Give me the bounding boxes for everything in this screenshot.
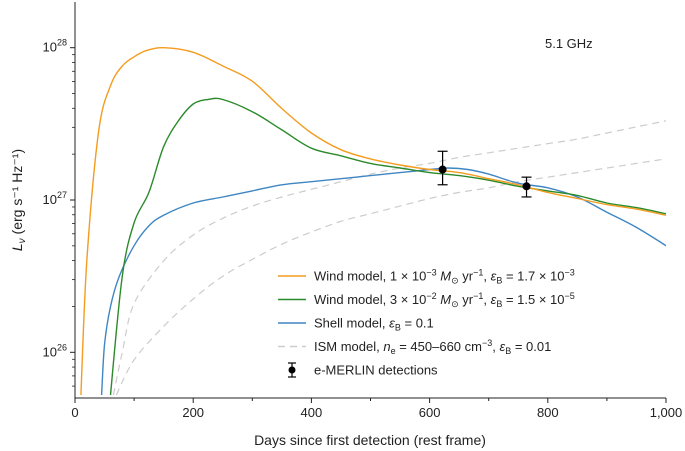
detection-point-1 xyxy=(437,150,448,186)
legend-entry-detections: e-MERLIN detections xyxy=(288,362,438,378)
legend-entry-wind1: Wind model, 1 × 10−3 M⊙ yr−1, εB = 1.7 ×… xyxy=(278,268,575,286)
x-tick-label: 600 xyxy=(419,405,441,420)
legend-label: e-MERLIN detections xyxy=(314,363,438,378)
detection-marker xyxy=(438,165,447,174)
y-axis-label: Lν (erg s⁻¹ Hz⁻¹) xyxy=(9,149,28,251)
y-tick-label: 1027 xyxy=(43,190,67,207)
series-line-wind2 xyxy=(109,97,666,396)
legend-label: Shell model, εB = 0.1 xyxy=(314,316,434,333)
x-tick-label: 1,000 xyxy=(650,405,683,420)
plot-area xyxy=(75,2,666,398)
y-tick-label: 1028 xyxy=(43,38,67,55)
legend-entry-wind2: Wind model, 3 × 10−2 M⊙ yr−1, εB = 1.5 ×… xyxy=(278,291,575,309)
series-line-wind1 xyxy=(80,46,666,396)
legend-swatch-marker xyxy=(288,366,296,374)
y-tick-label: 1026 xyxy=(43,342,67,359)
legend-label: Wind model, 1 × 10−3 M⊙ yr−1, εB = 1.7 ×… xyxy=(314,268,575,286)
series-line-shell xyxy=(100,167,666,396)
detection-point-2 xyxy=(521,176,532,198)
series-line-ism2 xyxy=(115,158,666,396)
legend-entry-ism: ISM model, ne = 450–660 cm−3, εB = 0.01 xyxy=(278,338,551,356)
x-tick-label: 800 xyxy=(537,405,559,420)
x-axis-label: Days since first detection (rest frame) xyxy=(254,432,486,448)
x-tick-label: 200 xyxy=(182,405,204,420)
series-line-ism1 xyxy=(112,120,666,396)
legend-label: Wind model, 3 × 10−2 M⊙ yr−1, εB = 1.5 ×… xyxy=(314,291,575,309)
legend-label: ISM model, ne = 450–660 cm−3, εB = 0.01 xyxy=(314,338,551,356)
x-tick-label: 400 xyxy=(301,405,323,420)
legend-entry-shell: Shell model, εB = 0.1 xyxy=(278,316,434,333)
x-tick-label: 0 xyxy=(71,405,78,420)
frequency-annotation: 5.1 GHz xyxy=(545,36,593,51)
detection-marker xyxy=(522,182,531,191)
legend: Wind model, 1 × 10−3 M⊙ yr−1, εB = 1.7 ×… xyxy=(278,268,575,378)
